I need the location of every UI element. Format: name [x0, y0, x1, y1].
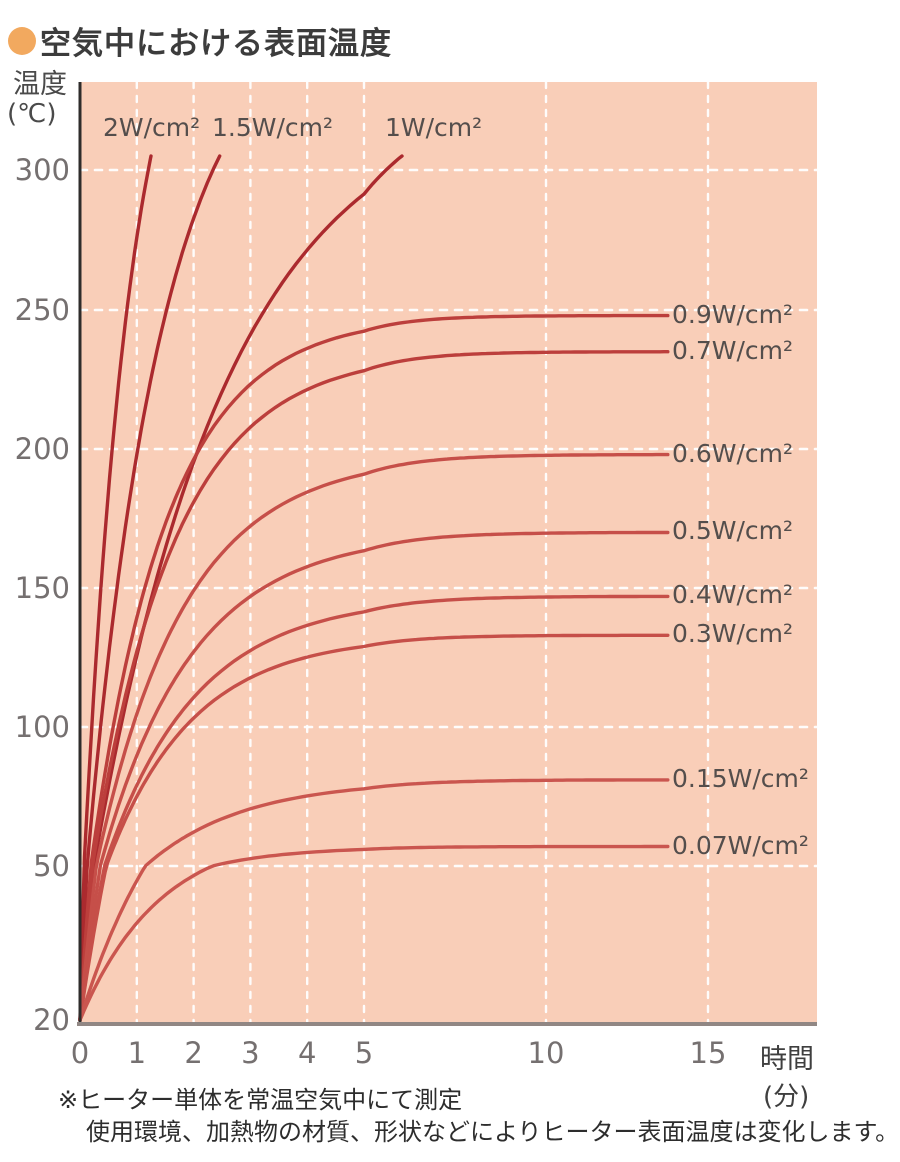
footnote: ※ヒーター単体を常温空気中にて測定 使用環境、加熱物の材質、形状などによりヒータ…	[58, 1084, 899, 1148]
x-tick-5: 5	[354, 1036, 374, 1070]
page-header: 空気中における表面温度	[8, 18, 392, 63]
series-label-2w: 2W/cm²	[103, 113, 201, 142]
y-tick-100: 100	[14, 710, 70, 744]
curve-0.6w	[78, 452, 670, 1022]
y-tick-150: 150	[14, 571, 70, 605]
footnote-line-1: ※ヒーター単体を常温空気中にて測定	[58, 1086, 463, 1114]
y-tick-50: 50	[33, 849, 70, 883]
page-title: 空気中における表面温度	[40, 26, 392, 62]
curve-0.5w	[78, 530, 670, 1022]
x-tick-0: 0	[70, 1036, 90, 1070]
y-tick-300: 300	[14, 153, 70, 187]
series-label-0.5w: 0.5W/cm²	[672, 516, 794, 546]
series-label-0.07w: 0.07W/cm²	[672, 830, 809, 860]
curve-0.3w	[78, 633, 670, 1022]
x-tick-1: 1	[127, 1036, 147, 1070]
x-tick-3: 3	[241, 1036, 260, 1070]
y-axis-title: 温度	[13, 69, 67, 100]
curve-0.15w	[78, 778, 670, 1022]
series-label-0.3w: 0.3W/cm²	[672, 619, 794, 649]
x-tick-10: 10	[527, 1036, 565, 1070]
curve-1.5w	[78, 154, 222, 1022]
curve-0.7w	[78, 350, 670, 1022]
series-label-1w: 1W/cm²	[385, 113, 483, 142]
x-tick-2: 2	[184, 1036, 203, 1070]
curve-0.4w	[78, 594, 670, 1022]
y-axis-unit: (℃)	[7, 99, 57, 129]
series-label-0.4w: 0.4W/cm²	[672, 580, 794, 610]
series-label-0.6w: 0.6W/cm²	[672, 438, 794, 468]
x-axis-title: 時間	[760, 1044, 814, 1075]
y-tick-20: 20	[33, 1003, 70, 1037]
title-bullet-icon	[8, 26, 36, 55]
x-axis-unit: (分)	[763, 1082, 810, 1112]
y-tick-250: 250	[14, 293, 70, 327]
footnote-line-2: 使用環境、加熱物の材質、形状などによりヒーター表面温度は変化します。	[86, 1118, 900, 1146]
curve-2w	[78, 154, 153, 1022]
series-label-0.15w: 0.15W/cm²	[672, 763, 809, 793]
x-tick-4: 4	[297, 1036, 317, 1070]
series-label-1.5w: 1.5W/cm²	[212, 113, 334, 142]
x-tick-15: 15	[689, 1036, 727, 1070]
curve-1w	[78, 154, 404, 1022]
y-tick-200: 200	[14, 432, 70, 466]
curve-0.9w	[78, 313, 670, 1022]
series-label-0.9w: 0.9W/cm²	[672, 299, 794, 329]
curve-0.07w	[78, 844, 670, 1022]
series-label-0.7w: 0.7W/cm²	[672, 335, 794, 365]
